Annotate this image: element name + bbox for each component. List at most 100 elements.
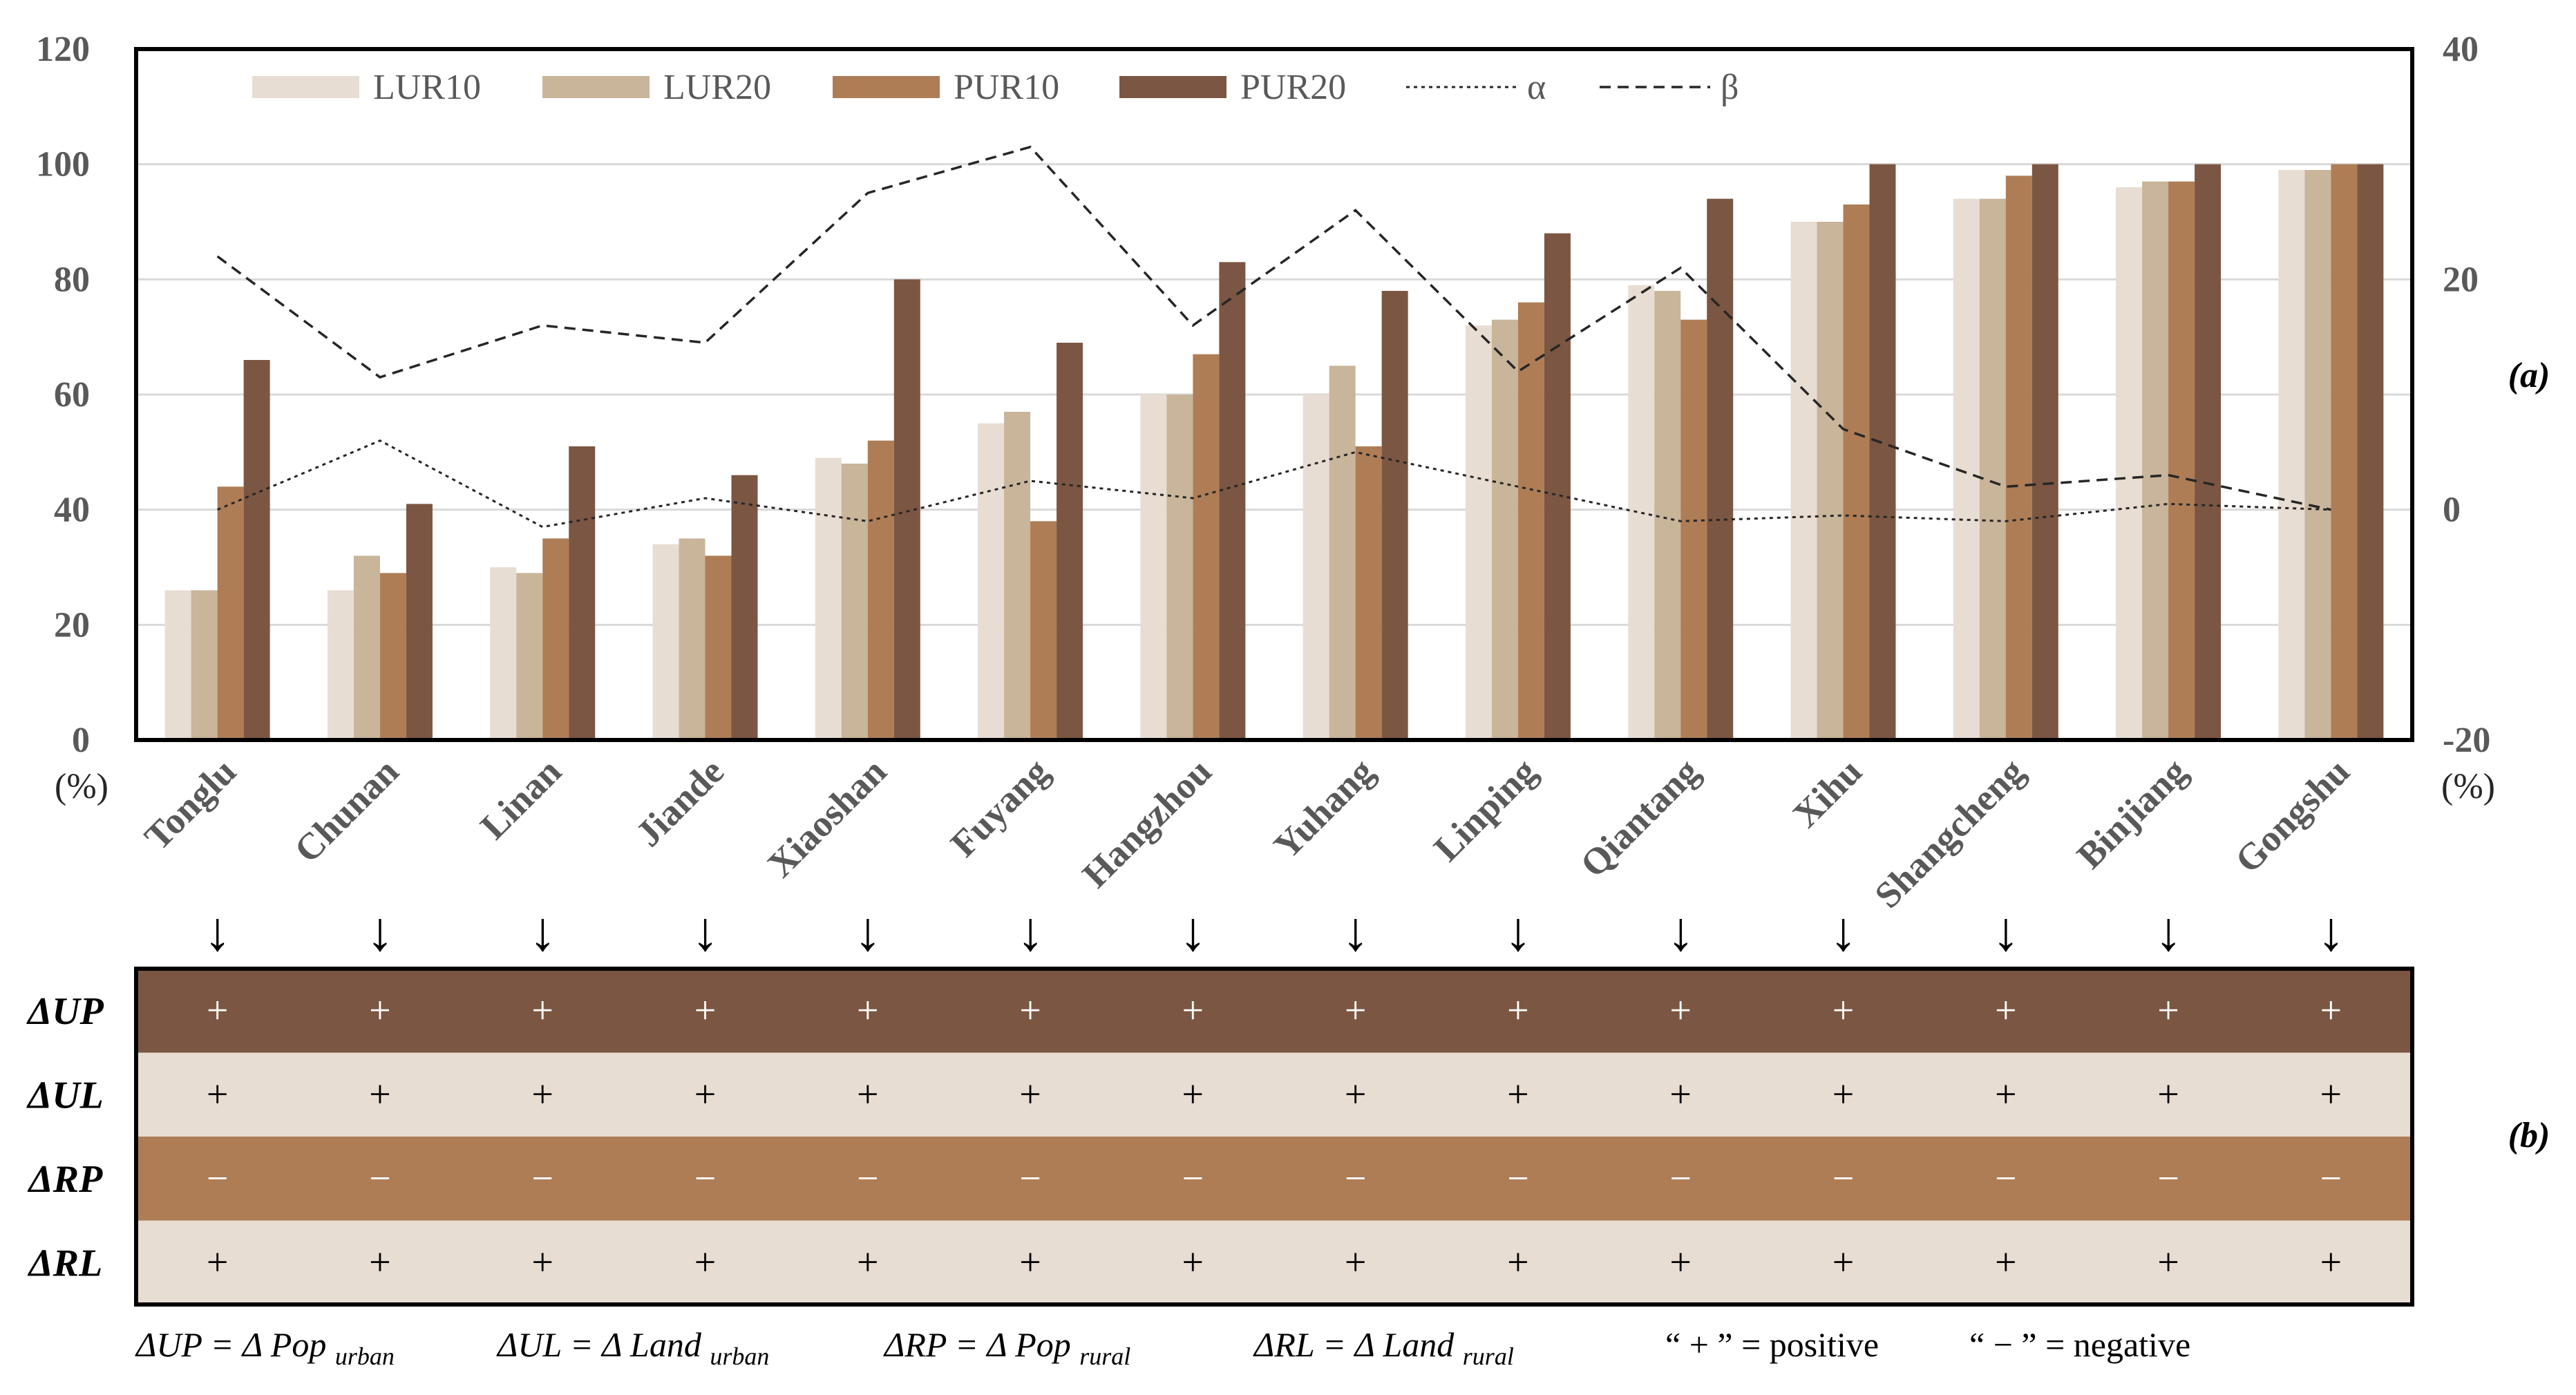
sign-cell: −: [1019, 1157, 1041, 1200]
left-tick-label: 120: [36, 30, 90, 69]
category-label-fuyang: Fuyang: [943, 750, 1057, 865]
bar-pur20-qiantang: [1707, 198, 1734, 741]
bar-pur10-jiande: [705, 556, 732, 740]
sign-cell: +: [1995, 1241, 2017, 1284]
sign-cell: +: [1019, 1241, 1041, 1284]
sign-cell: +: [694, 1241, 717, 1284]
sign-cell: −: [857, 1157, 879, 1200]
row-label: ΔRL: [28, 1242, 103, 1284]
bar-lur10-chunan: [327, 590, 354, 740]
sign-cell: −: [1182, 1157, 1204, 1200]
right-tick-label: 0: [2443, 491, 2461, 530]
bar-pur20-jiande: [731, 475, 758, 740]
down-arrow-icon: ↓: [1504, 902, 1532, 962]
left-tick-label: 40: [54, 491, 90, 530]
legend-swatch-lur10: [252, 76, 359, 98]
down-arrow-icon: ↓: [1667, 902, 1694, 962]
bar-pur10-tonglu: [217, 486, 244, 740]
sign-cell: +: [1669, 989, 1692, 1032]
bar-lur20-shangcheng: [1979, 198, 2006, 741]
sign-cell: +: [1019, 989, 1041, 1032]
bar-lur10-fuyang: [978, 423, 1005, 740]
sign-cell: +: [207, 1073, 229, 1116]
sign-cell: +: [1669, 1073, 1692, 1116]
sign-cell: −: [1507, 1157, 1529, 1200]
sign-cell: +: [531, 1241, 553, 1284]
table-row-delta-rp: [136, 1137, 2412, 1221]
down-arrow-icon: ↓: [204, 902, 231, 962]
sign-cell: −: [2320, 1157, 2342, 1200]
legend-swatch-lur20: [542, 76, 650, 98]
category-label-tonglu: Tonglu: [136, 750, 244, 858]
category-label-xihu: Xihu: [1785, 750, 1870, 835]
sign-cell: +: [857, 1241, 879, 1284]
bar-pur10-xihu: [1843, 205, 1870, 740]
sign-cell: +: [2320, 1241, 2342, 1284]
sign-cell: −: [1345, 1157, 1367, 1200]
legend-label-alpha: α: [1527, 68, 1546, 107]
sign-cell: +: [857, 1073, 879, 1116]
right-tick-label: 40: [2443, 30, 2479, 69]
sign-cell: +: [1182, 1073, 1204, 1116]
category-label-xiaoshan: Xiaoshan: [759, 750, 894, 885]
legend-label-pur10: PUR10: [954, 68, 1059, 107]
table-row-delta-ul: [136, 1052, 2412, 1137]
sign-table: ΔUP + + + + + + + + + + + + + + ΔUL + + + + + + + + + + + + + + ΔRP − − −…: [26, 967, 2550, 1307]
sign-cell: +: [1182, 989, 1204, 1032]
bar-lur20-tonglu: [191, 590, 218, 740]
bar-lur10-yuhang: [1303, 395, 1329, 740]
bar-lur10-jiande: [652, 544, 679, 740]
sign-cell: +: [1507, 1241, 1529, 1284]
sign-cell: +: [694, 1073, 717, 1116]
down-arrow-icon: ↓: [2317, 902, 2345, 962]
legend-label-beta: β: [1721, 68, 1739, 107]
sign-cell: −: [1995, 1157, 2017, 1200]
bar-lur10-xiaoshan: [815, 457, 842, 740]
category-label-jiande: Jiande: [627, 750, 732, 855]
sign-cell: −: [1832, 1157, 1855, 1200]
down-arrow-icon: ↓: [692, 902, 719, 962]
category-label-hangzhou: Hangzhou: [1074, 750, 1220, 895]
bar-lur20-fuyang: [1004, 412, 1031, 740]
bar-pur10-shangcheng: [2005, 175, 2032, 741]
bar-pur10-yuhang: [1355, 446, 1382, 740]
bar-pur20-linan: [569, 446, 596, 740]
sign-cell: +: [2157, 1241, 2179, 1284]
bar-pur20-tonglu: [243, 360, 270, 740]
legend-swatch-pur10: [833, 76, 940, 98]
category-label-yuhang: Yuhang: [1266, 750, 1382, 866]
bar-lur20-xiaoshan: [841, 464, 868, 740]
footnote-def: ΔUL = Δ Land urban: [496, 1325, 769, 1370]
category-label-chunan: Chunan: [286, 750, 406, 871]
footnote-def: ΔRL = Δ Land rural: [1253, 1325, 1514, 1370]
bar-lur20-binjiang: [2142, 181, 2169, 741]
right-tick-label: 20: [2443, 260, 2479, 299]
sign-cell: +: [531, 1073, 553, 1116]
category-label-shangcheng: Shangcheng: [1866, 750, 2032, 916]
plot-area: 0 20 40 60 80 100 120 -20 0 20 40 (%) (%) LUR10 LUR20 P…: [36, 30, 2550, 962]
bar-pur10-hangzhou: [1193, 354, 1220, 740]
left-axis-unit: (%): [55, 767, 108, 806]
sign-cell: +: [2157, 1073, 2179, 1116]
bar-lur10-qiantang: [1628, 285, 1655, 741]
footnote-negative: “ − ” = negative: [1969, 1325, 2190, 1364]
footnote-def: ΔRP = Δ Pop rural: [883, 1325, 1130, 1370]
sign-cell: −: [2157, 1157, 2179, 1200]
sign-cell: +: [2320, 989, 2342, 1032]
bar-pur10-xiaoshan: [867, 440, 894, 740]
sign-cell: +: [1995, 1073, 2017, 1116]
bar-pur20-linping: [1544, 233, 1571, 741]
sign-cell: +: [1182, 1241, 1204, 1284]
category-label-binjiang: Binjiang: [2069, 750, 2195, 876]
sign-cell: +: [1832, 1241, 1855, 1284]
sign-cell: +: [1019, 1073, 1041, 1116]
sign-cell: +: [2320, 1073, 2342, 1116]
bar-pur10-linan: [542, 538, 569, 740]
bar-pur20-hangzhou: [1219, 262, 1246, 740]
footnote-def: ΔUP = Δ Pop urban: [135, 1325, 395, 1370]
down-arrow-icon: ↓: [1342, 902, 1370, 962]
sign-cell: +: [1507, 1073, 1529, 1116]
bar-lur20-gongshu: [2304, 170, 2331, 740]
bar-pur20-yuhang: [1381, 291, 1408, 740]
